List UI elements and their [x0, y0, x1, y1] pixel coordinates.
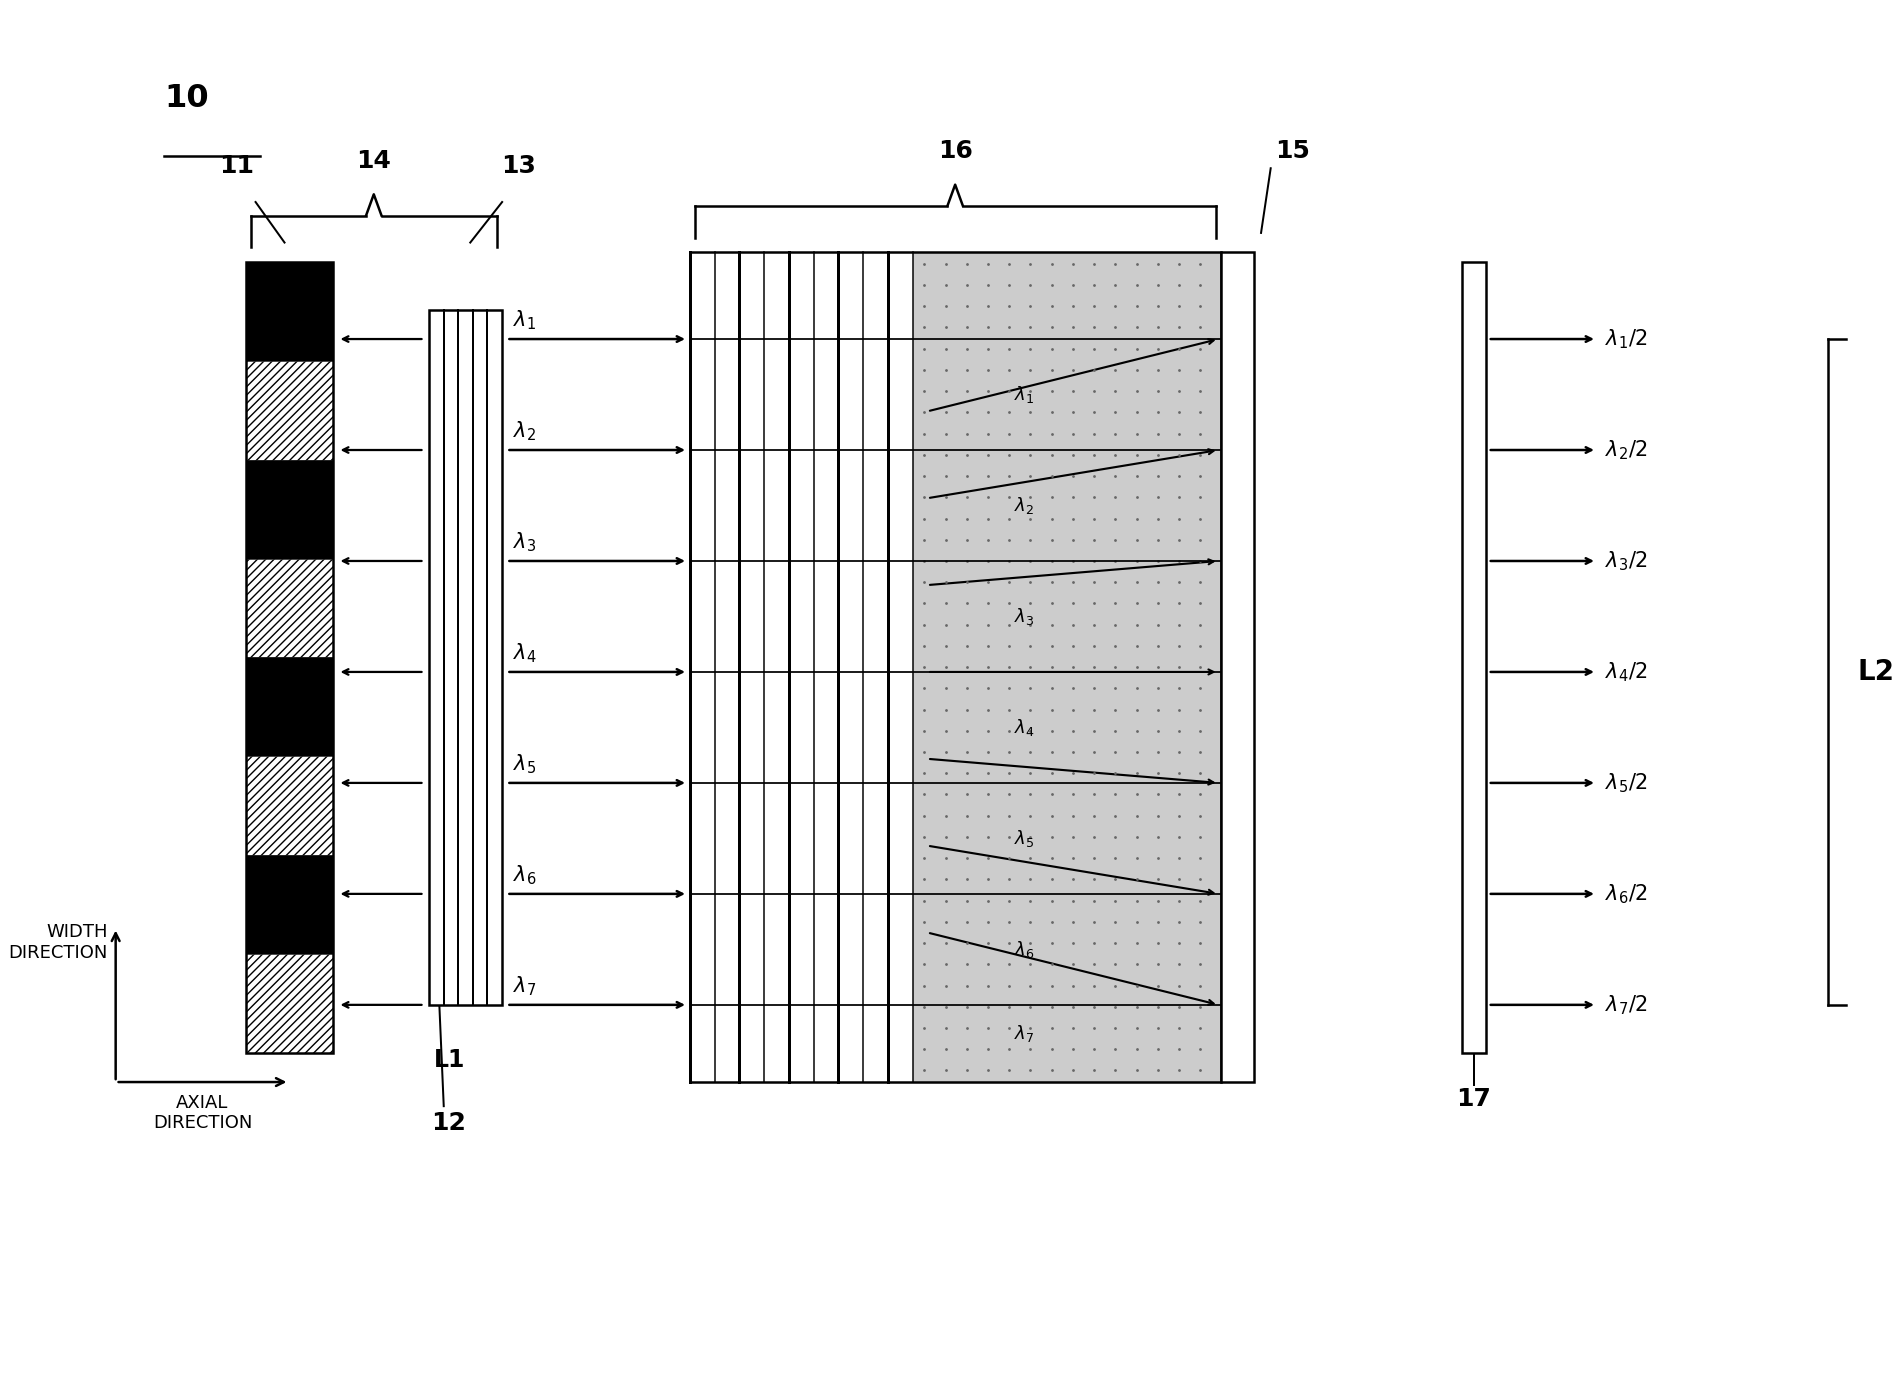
Text: $\lambda_{7}$: $\lambda_{7}$	[514, 974, 537, 998]
Text: 16: 16	[939, 140, 973, 163]
Text: $\lambda_{6}$: $\lambda_{6}$	[514, 864, 537, 886]
Bar	[246, 558, 333, 658]
Text: 13: 13	[501, 154, 535, 177]
Text: $\lambda_{4}$: $\lambda_{4}$	[1015, 718, 1034, 738]
Text: L2: L2	[1858, 658, 1894, 685]
Text: $\lambda_{4}/2$: $\lambda_{4}/2$	[1605, 660, 1647, 684]
Text: 14: 14	[356, 149, 390, 173]
Text: $\lambda_{1}$: $\lambda_{1}$	[514, 309, 537, 332]
Text: 17: 17	[1457, 1087, 1491, 1111]
Bar	[689, 253, 912, 1082]
Bar	[246, 955, 333, 1053]
Text: $\lambda_{1}/2$: $\lambda_{1}/2$	[1605, 327, 1647, 350]
Bar	[246, 658, 333, 757]
Text: $\lambda_{7}$: $\lambda_{7}$	[1015, 1023, 1034, 1044]
Text: $\lambda_{3}/2$: $\lambda_{3}/2$	[1605, 549, 1647, 572]
Bar	[1220, 253, 1255, 1082]
Text: $\lambda_{1}$: $\lambda_{1}$	[1015, 384, 1034, 405]
Text: $\lambda_{5}$: $\lambda_{5}$	[514, 752, 537, 776]
Text: AXIAL
DIRECTION: AXIAL DIRECTION	[152, 1093, 251, 1132]
Text: $\lambda_{5}/2$: $\lambda_{5}/2$	[1605, 771, 1647, 794]
Text: $\lambda_{6}/2$: $\lambda_{6}/2$	[1605, 882, 1647, 906]
Bar	[246, 856, 333, 955]
Text: 12: 12	[430, 1111, 466, 1135]
Bar	[246, 262, 333, 360]
Text: 10: 10	[164, 84, 209, 114]
Bar	[246, 262, 333, 1053]
Bar	[246, 360, 333, 459]
Text: $\lambda_{2}$: $\lambda_{2}$	[1015, 496, 1034, 517]
Text: $\lambda_{6}$: $\lambda_{6}$	[1015, 940, 1034, 960]
Bar	[246, 757, 333, 856]
Text: $\lambda_{7}/2$: $\lambda_{7}/2$	[1605, 993, 1647, 1016]
Text: $\lambda_{4}$: $\lambda_{4}$	[514, 642, 537, 664]
Text: $\lambda_{5}$: $\lambda_{5}$	[1015, 828, 1034, 849]
Text: L1: L1	[434, 1048, 465, 1072]
Text: 15: 15	[1276, 140, 1310, 163]
Bar	[246, 459, 333, 558]
Bar	[428, 310, 501, 1005]
Text: WIDTH
DIRECTION: WIDTH DIRECTION	[10, 923, 109, 962]
Bar	[689, 253, 1220, 1082]
Text: $\lambda_{2}$: $\lambda_{2}$	[514, 420, 537, 444]
Text: 11: 11	[219, 154, 253, 177]
Bar	[1462, 262, 1485, 1053]
Text: $\lambda_{3}$: $\lambda_{3}$	[1015, 606, 1034, 627]
Text: $\lambda_{3}$: $\lambda_{3}$	[514, 530, 537, 554]
Text: $\lambda_{2}/2$: $\lambda_{2}/2$	[1605, 438, 1647, 462]
Bar	[912, 253, 1220, 1082]
